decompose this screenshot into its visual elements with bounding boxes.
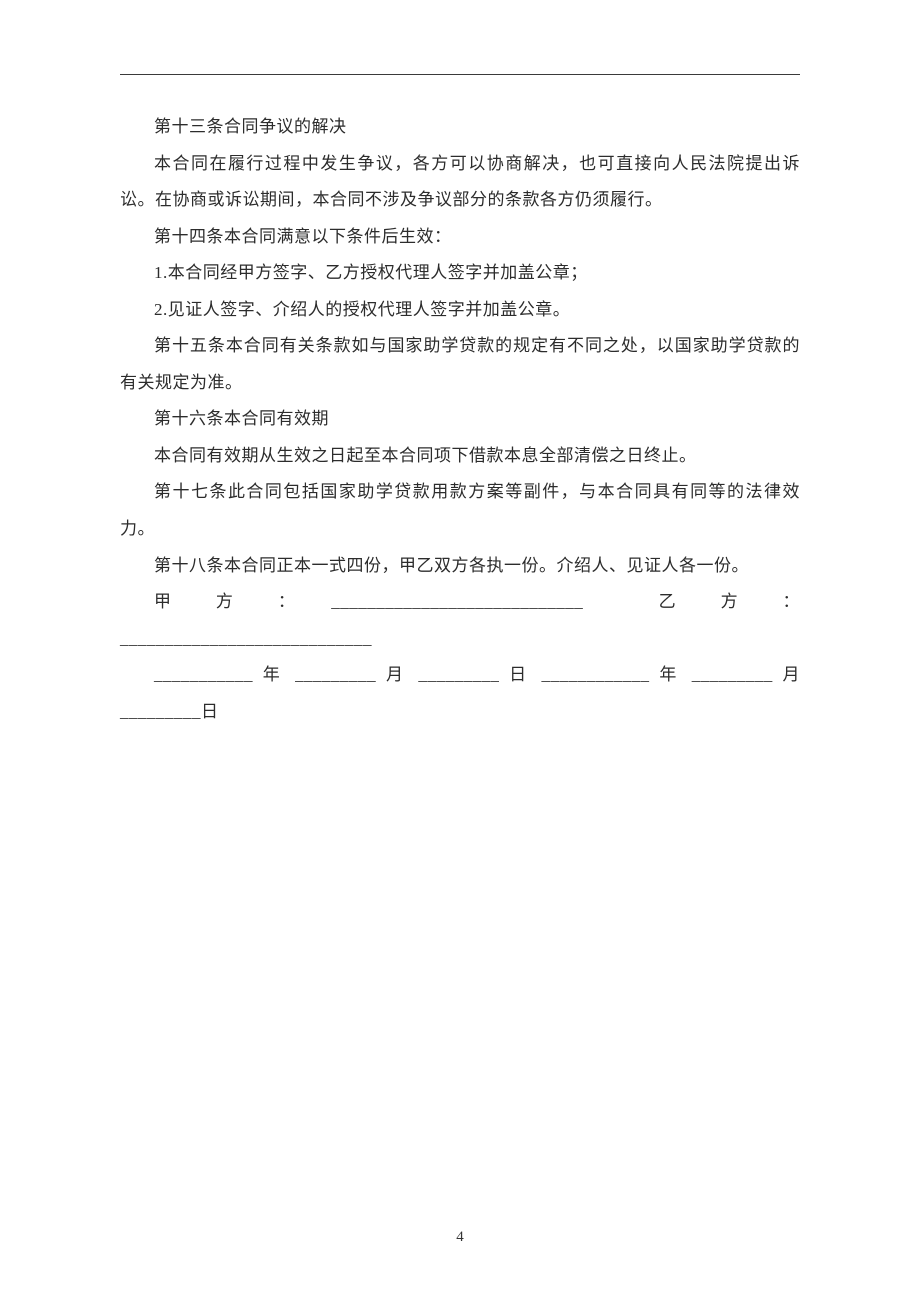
page-number: 4 [0, 1229, 920, 1246]
article-16-body: 本合同有效期从生效之日起至本合同项下借款本息全部清偿之日终止。 [120, 438, 800, 475]
article-17: 第十七条此合同包括国家助学贷款用款方案等副件，与本合同具有同等的法律效力。 [120, 474, 800, 547]
article-14-item1: 1.本合同经甲方签字、乙方授权代理人签字并加盖公章； [120, 255, 800, 292]
article-14-title: 第十四条本合同满意以下条件后生效： [120, 219, 800, 256]
article-14-item2: 2.见证人签字、介绍人的授权代理人签字并加盖公章。 [120, 292, 800, 329]
article-13-title: 第十三条合同争议的解决 [120, 109, 800, 146]
top-rule [120, 74, 800, 75]
article-13-body: 本合同在履行过程中发生争议，各方可以协商解决，也可直接向人民法院提出诉讼。在协商… [120, 146, 800, 219]
signature-date-line: ___________ 年 _________ 月 _________ 日 __… [120, 657, 800, 730]
contract-body: 第十三条合同争议的解决 本合同在履行过程中发生争议，各方可以协商解决，也可直接向… [120, 109, 800, 730]
article-15: 第十五条本合同有关条款如与国家助学贷款的规定有不同之处，以国家助学贷款的有关规定… [120, 328, 800, 401]
document-page: 第十三条合同争议的解决 本合同在履行过程中发生争议，各方可以协商解决，也可直接向… [0, 0, 920, 1302]
article-18: 第十八条本合同正本一式四份，甲乙双方各执一份。介绍人、见证人各一份。 [120, 548, 800, 585]
article-16-title: 第十六条本合同有效期 [120, 401, 800, 438]
signature-parties-line: 甲 方 ： ____________________________ 乙 方 ：… [120, 584, 800, 657]
